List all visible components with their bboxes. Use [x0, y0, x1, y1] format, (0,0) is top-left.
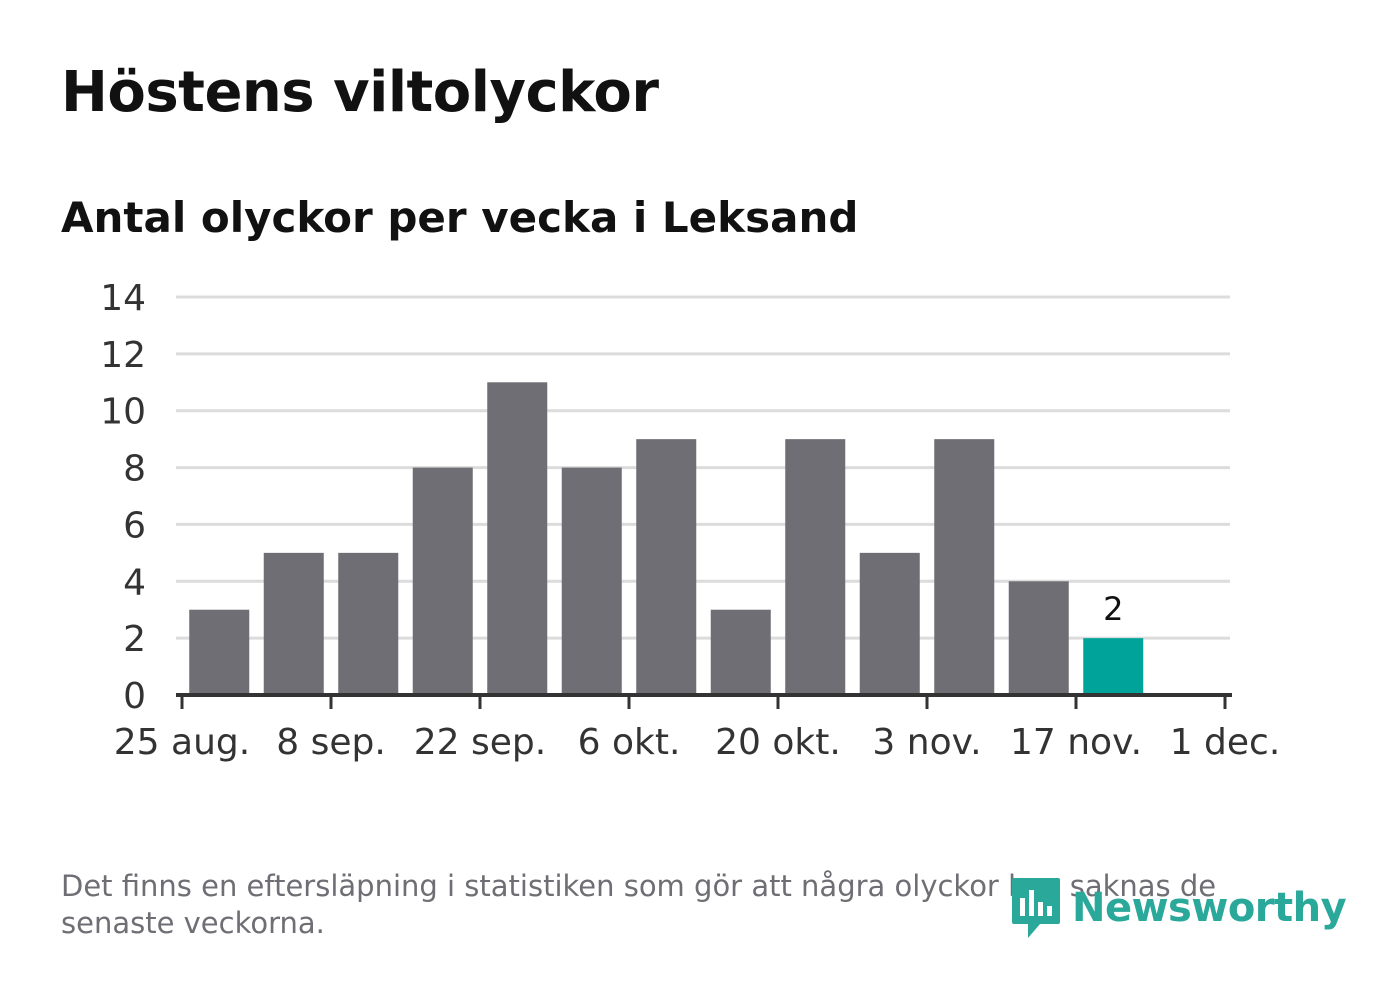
bar [338, 552, 399, 695]
y-tick-label: 0 [123, 676, 146, 717]
x-tick-label: 3 nov. [872, 722, 981, 763]
bar [487, 382, 548, 695]
newsworthy-logo: Newsworthy [1010, 876, 1347, 940]
bar [561, 467, 622, 695]
bar [636, 439, 697, 695]
chart-subtitle: Antal olyckor per vecka i Leksand [61, 193, 859, 242]
x-tick-label: 20 okt. [715, 722, 841, 763]
x-tick-label: 17 nov. [1010, 722, 1142, 763]
y-tick-label: 10 [100, 392, 146, 433]
y-tick-label: 6 [123, 505, 146, 546]
chart-title: Höstens viltolyckor [61, 60, 659, 125]
bar-highlight [1083, 638, 1144, 695]
x-tick-label: 22 sep. [414, 722, 546, 763]
y-axis-ticks: 0 2 4 6 8 10 12 14 [100, 278, 146, 717]
y-tick-label: 4 [123, 562, 146, 603]
y-tick-label: 2 [123, 619, 146, 660]
x-tick-label: 8 sep. [276, 722, 386, 763]
x-axis-ticks: 25 aug. 8 sep. 22 sep. 6 okt. 20 okt. 3 nov. 1… [114, 695, 1281, 763]
bar [710, 609, 771, 695]
bar [859, 552, 920, 695]
bars: 2 [189, 382, 1144, 695]
y-tick-label: 12 [100, 335, 146, 376]
bar [785, 439, 846, 695]
bar [412, 467, 473, 695]
x-tick-label: 25 aug. [114, 722, 250, 763]
bar [1008, 581, 1069, 695]
x-tick-label: 6 okt. [578, 722, 681, 763]
gridlines [176, 295, 1230, 640]
bar [934, 439, 995, 695]
bar [189, 609, 250, 695]
x-tick-label: 1 dec. [1170, 722, 1281, 763]
y-tick-label: 8 [123, 449, 146, 490]
bar-data-label: 2 [1103, 590, 1123, 628]
newsworthy-logo-icon [1012, 878, 1060, 938]
newsworthy-logo-text: Newsworthy [1072, 885, 1347, 931]
bar [263, 552, 324, 695]
y-tick-label: 14 [100, 278, 146, 319]
